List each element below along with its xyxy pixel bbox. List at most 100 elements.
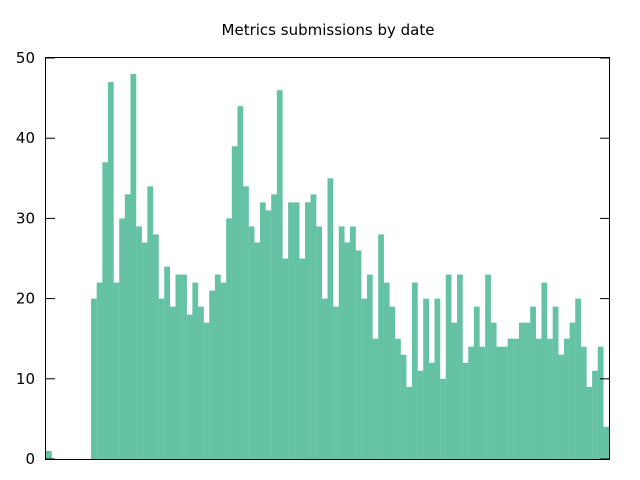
bar <box>400 354 407 459</box>
bar <box>530 306 536 459</box>
bar <box>558 354 565 459</box>
bar <box>586 386 593 459</box>
y-tick-label: 10 <box>16 370 35 388</box>
bar <box>372 338 379 459</box>
bar <box>327 178 334 460</box>
bar <box>198 306 204 459</box>
bar <box>541 282 548 459</box>
bar <box>597 346 604 459</box>
bar <box>119 218 125 459</box>
bar <box>592 370 598 459</box>
bars-group <box>46 74 610 460</box>
bar <box>383 282 390 459</box>
y-tick-label: 50 <box>16 49 35 67</box>
bar <box>333 306 339 459</box>
bar <box>473 306 480 459</box>
bar <box>496 346 503 459</box>
bar <box>462 362 469 459</box>
bar <box>276 90 283 459</box>
bar <box>214 274 221 459</box>
bar <box>513 338 520 459</box>
bar <box>321 298 328 459</box>
bar <box>423 298 429 459</box>
bar <box>395 338 401 459</box>
bar <box>502 346 508 459</box>
bar <box>366 274 373 459</box>
bar <box>91 298 97 459</box>
bar <box>361 298 368 459</box>
bar <box>355 250 362 459</box>
bar <box>580 346 587 459</box>
plot-frame <box>45 57 610 460</box>
bar <box>265 210 272 459</box>
bar <box>603 426 610 459</box>
bar <box>299 258 306 459</box>
bar <box>417 370 424 459</box>
bar <box>406 386 413 459</box>
bar <box>547 338 553 459</box>
bar <box>124 194 131 459</box>
y-tick-label: 40 <box>16 129 35 147</box>
bar <box>259 202 266 460</box>
bar <box>293 202 300 460</box>
bar <box>344 242 351 459</box>
bar <box>46 450 52 459</box>
bar <box>192 282 199 459</box>
bar <box>231 146 238 459</box>
bar <box>243 186 249 459</box>
y-tick-label: 20 <box>16 290 35 308</box>
bar <box>136 226 142 459</box>
bar <box>248 226 255 459</box>
bar <box>434 298 441 459</box>
bar <box>282 258 289 459</box>
bar <box>456 274 463 459</box>
bar <box>130 74 137 459</box>
bar <box>158 298 165 459</box>
bar <box>175 274 182 459</box>
chart-title: Metrics submissions by date <box>222 21 435 39</box>
bar <box>102 162 109 459</box>
bar <box>518 322 525 459</box>
y-axis: 0 10 20 30 40 50 <box>16 49 609 468</box>
bar <box>181 274 187 459</box>
bar <box>490 322 497 459</box>
bar <box>288 202 294 460</box>
bar <box>411 282 418 459</box>
bar <box>304 202 311 460</box>
bar <box>220 282 227 459</box>
bar <box>96 282 103 459</box>
bar <box>468 346 475 459</box>
bar <box>107 82 114 459</box>
bar <box>338 226 345 459</box>
bar <box>226 218 232 459</box>
y-tick-label: 0 <box>25 450 35 468</box>
bar <box>164 266 171 459</box>
bar <box>316 226 323 459</box>
bar <box>563 338 570 459</box>
bar <box>535 338 542 459</box>
bar <box>113 282 120 459</box>
y-tick-label: 30 <box>16 209 35 227</box>
bar <box>428 362 435 459</box>
bar <box>389 306 396 459</box>
bar <box>507 338 514 459</box>
bar <box>485 274 491 459</box>
bar <box>152 234 159 459</box>
bar <box>271 194 277 459</box>
bar <box>575 298 581 459</box>
bar <box>440 378 446 459</box>
bar <box>378 234 384 459</box>
bar <box>186 314 193 459</box>
bar <box>445 274 452 459</box>
bar <box>451 322 458 459</box>
bar <box>569 322 576 459</box>
bar <box>350 226 356 459</box>
bar <box>254 242 261 459</box>
bar <box>169 306 176 459</box>
bar <box>141 242 148 459</box>
bar <box>147 186 154 459</box>
bar <box>237 106 244 460</box>
bar <box>552 306 559 459</box>
bar <box>209 290 216 459</box>
